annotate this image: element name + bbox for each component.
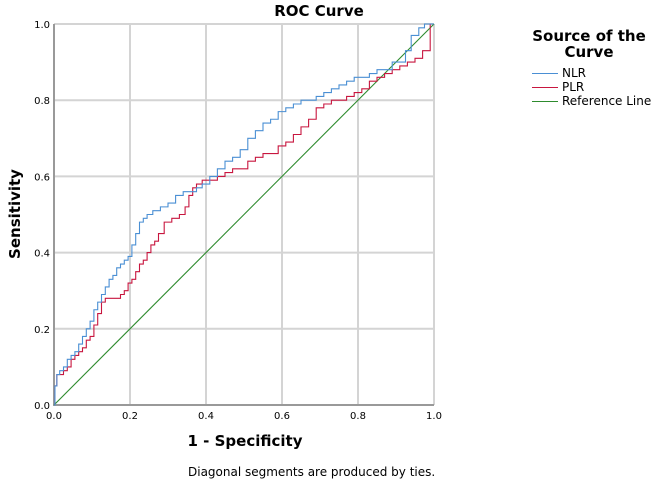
series-line-plr [54,23,434,406]
y-tick-label: 1.0 [34,20,50,31]
legend-title: Source of the Curve [532,27,646,61]
legend-swatch-plr [532,86,558,88]
x-tick-label: 1.0 [426,411,442,422]
legend-swatch-nlr [532,72,558,74]
chart-footnote: Diagonal segments are produced by ties. [188,465,436,479]
legend-label-reference: Reference Line [562,94,652,108]
legend: Source of the Curve NLR PLR Reference Li… [528,28,656,108]
y-tick-label: 0.8 [34,96,50,107]
x-tick-label: 0.2 [122,411,138,422]
y-tick-label: 0.6 [34,172,50,183]
legend-label-nlr: NLR [562,66,586,80]
tick-labels: 0.0 0.2 0.4 0.6 0.8 1.0 0.0 0.2 0.4 0.6 0.8 1.0 [34,20,442,422]
x-tick-label: 0.0 [46,411,62,422]
legend-item-reference: Reference Line [528,94,656,108]
y-tick-label: 0.2 [34,325,50,336]
series-line-nlr [54,23,434,406]
y-tick-label: 0.4 [34,249,50,260]
axes [53,24,434,406]
x-tick-label: 0.4 [198,411,214,422]
x-axis-label: 1 - Specificity [187,432,303,450]
legend-item-nlr: NLR [528,66,656,80]
x-tick-label: 0.6 [274,411,290,422]
chart-title: ROC Curve [274,2,364,20]
x-tick-label: 0.8 [350,411,366,422]
y-axis-label: Sensitivity [6,169,24,259]
series-line-reference-line [53,23,435,406]
series [53,23,435,406]
legend-swatch-reference [532,100,558,102]
legend-label-plr: PLR [562,80,585,94]
y-tick-label: 0.0 [34,401,50,412]
grid [54,23,435,405]
legend-item-plr: PLR [528,80,656,94]
